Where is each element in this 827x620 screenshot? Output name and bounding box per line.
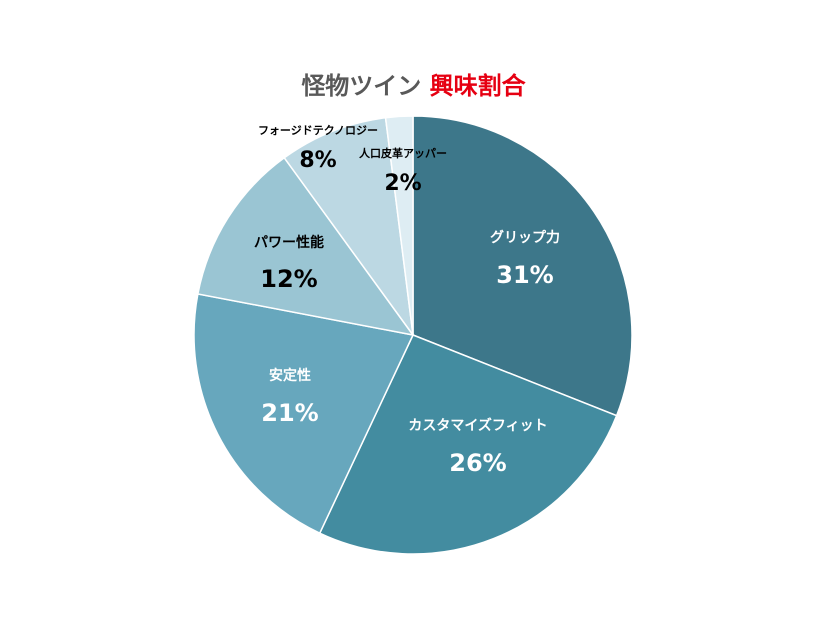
slice-value-label: 8% (299, 148, 336, 173)
slice-value-label: 21% (261, 399, 318, 427)
pie-slice (197, 156, 415, 337)
slice-label: 安定性 (269, 367, 311, 384)
chart-title: 怪物ツイン 興味割合 (0, 66, 827, 101)
pie-slice (384, 115, 414, 336)
pie-slice (318, 334, 618, 555)
slice-label: カスタマイズフィット (408, 417, 547, 434)
chart-title-product: 怪物ツイン (301, 72, 422, 100)
slice-value-label: 12% (260, 265, 317, 293)
chart-title-subject: 興味割合 (429, 72, 526, 100)
slice-label: グリップ力 (490, 229, 560, 246)
slice-label: フォージドテクノロジー (258, 124, 378, 137)
pie-slice (193, 293, 415, 535)
slice-value-label: 31% (496, 261, 553, 289)
slice-value-label: 26% (449, 449, 506, 477)
pie-slice (412, 115, 633, 417)
pie-slice (283, 116, 414, 336)
slice-label: 人口皮革アッパー (359, 146, 447, 160)
slice-value-label: 2% (384, 171, 421, 196)
slice-label: パワー性能 (254, 234, 324, 251)
